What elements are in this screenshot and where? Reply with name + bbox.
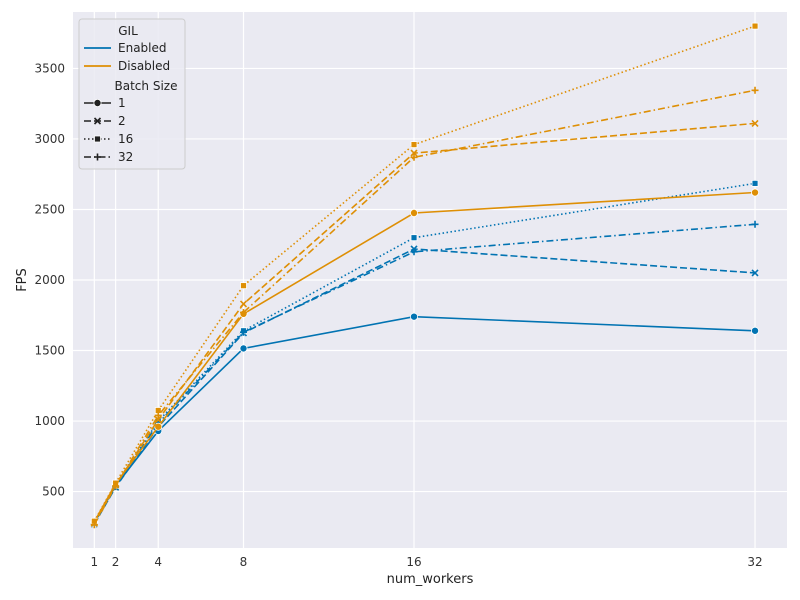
data-point	[239, 344, 248, 353]
x-axis-label: num_workers	[387, 572, 474, 587]
data-point	[410, 248, 418, 256]
legend-label-disabled: Disabled	[118, 59, 170, 73]
series-lines	[90, 22, 760, 529]
y-tick-label: 2500	[34, 202, 65, 216]
data-point	[154, 422, 163, 431]
data-point	[751, 188, 760, 197]
data-point	[240, 308, 248, 316]
data-point	[751, 269, 759, 277]
data-point	[410, 208, 419, 217]
legend-title-gil: GIL	[118, 24, 138, 38]
legend: GIL Batch Size Enabled Disabled 1 2 16 32	[78, 18, 186, 170]
legend-marker-circle	[93, 99, 102, 108]
x-tick-label: 8	[240, 555, 248, 569]
y-axis-ticks: 500 1000 1500 2000 2500 3000 3500	[34, 61, 65, 498]
legend-label-batch-32: 32	[118, 150, 133, 164]
legend-label-batch-2: 2	[118, 114, 126, 128]
x-axis-ticks: 1 2 4 8 16 32	[90, 555, 762, 569]
y-tick-label: 2000	[34, 273, 65, 287]
y-tick-label: 1500	[34, 344, 65, 358]
legend-title-batch-size: Batch Size	[115, 79, 178, 93]
data-point	[410, 141, 418, 148]
y-tick-label: 3500	[34, 61, 65, 75]
legend-marker-plus	[94, 153, 101, 161]
data-point	[410, 149, 418, 157]
legend-marker-x	[93, 117, 102, 125]
data-point	[410, 153, 418, 161]
series-disabled-batch-16	[90, 22, 759, 525]
legend-label-enabled: Enabled	[118, 41, 167, 55]
x-tick-label: 32	[747, 555, 762, 569]
y-tick-label: 500	[42, 485, 65, 499]
data-point	[751, 119, 759, 127]
data-point	[112, 482, 120, 490]
data-point	[90, 521, 98, 529]
series-disabled-batch-32	[90, 86, 759, 529]
x-tick-label: 2	[112, 555, 120, 569]
y-tick-label: 1000	[34, 414, 65, 428]
data-point	[751, 22, 759, 30]
data-point	[410, 234, 418, 242]
data-point	[751, 86, 759, 94]
legend-box	[78, 18, 186, 170]
y-axis-label: FPS	[15, 268, 30, 292]
series-line	[93, 89, 756, 526]
x-tick-label: 1	[90, 555, 98, 569]
data-point	[751, 179, 759, 187]
data-point	[154, 411, 162, 419]
data-point	[240, 328, 248, 336]
data-point	[240, 282, 247, 290]
legend-marker-square	[94, 135, 101, 143]
series-line	[93, 191, 756, 523]
y-tick-label: 3000	[34, 132, 65, 146]
data-point	[751, 326, 760, 335]
data-point	[239, 300, 248, 308]
series-line	[93, 25, 756, 522]
legend-label-batch-1: 1	[118, 96, 126, 110]
data-point	[751, 220, 759, 228]
x-tick-label: 16	[406, 555, 421, 569]
data-point	[154, 416, 162, 424]
series-line	[93, 122, 756, 524]
x-tick-label: 4	[154, 555, 162, 569]
legend-label-batch-16: 16	[118, 132, 133, 146]
data-point	[410, 312, 419, 321]
